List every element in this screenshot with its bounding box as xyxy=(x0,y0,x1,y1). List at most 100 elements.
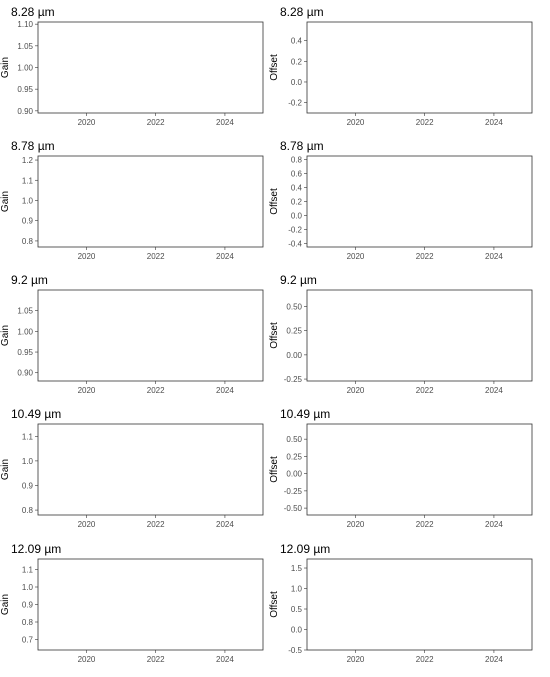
y-tick-label: 0.00 xyxy=(286,470,302,479)
x-tick-label: 2024 xyxy=(216,520,234,529)
y-tick-label: 0.9 xyxy=(22,217,34,226)
x-tick-label: 2022 xyxy=(416,386,434,395)
y-tick-label: 0.4 xyxy=(291,184,303,193)
y-tick-label: 1.05 xyxy=(17,307,33,316)
x-tick-label: 2024 xyxy=(216,118,234,127)
y-axis-label: Offset xyxy=(269,591,280,618)
x-tick-label: 2022 xyxy=(416,520,434,529)
panel-8: -0.50 -0.25 0.00 0.25 0.50 2020 2022 2024 10.49 … xyxy=(269,407,533,529)
y-tick-label: 1.5 xyxy=(291,564,303,573)
y-tick-label: 1.1 xyxy=(22,176,34,185)
x-tick-label: 2020 xyxy=(347,118,365,127)
y-axis-label: Gain xyxy=(0,459,11,480)
panel-2: -0.2 0.0 0.2 0.4 2020 2022 2024 8.28 µm Offset xyxy=(269,5,533,127)
y-tick-label: 0.90 xyxy=(17,369,33,378)
panel-4: -0.4 -0.2 0.0 0.2 0.4 0.6 0.8 2020 2022 2024 8.78 … xyxy=(269,139,533,261)
x-tick-label: 2022 xyxy=(147,655,165,664)
panel-title: 8.28 µm xyxy=(280,5,324,19)
y-tick-label: -0.25 xyxy=(284,375,303,384)
x-tick-label: 2022 xyxy=(416,655,434,664)
panel-border xyxy=(306,289,533,382)
y-tick-label: 1.0 xyxy=(291,585,303,594)
x-tick-label: 2020 xyxy=(78,118,96,127)
y-tick-label: 0.95 xyxy=(17,85,33,94)
y-tick-label: 0.8 xyxy=(22,237,34,246)
y-tick-label: 0.5 xyxy=(291,605,303,614)
y-axis-label: Offset xyxy=(269,456,280,483)
panel-title: 8.78 µm xyxy=(11,139,55,153)
x-tick-label: 2024 xyxy=(485,118,503,127)
x-tick-label: 2024 xyxy=(485,386,503,395)
panel-title: 12.09 µm xyxy=(280,542,330,556)
panel-border xyxy=(37,289,264,382)
x-tick-label: 2024 xyxy=(485,655,503,664)
panel-6: -0.25 0.00 0.25 0.50 2020 2022 2024 9.2 µm Offse… xyxy=(269,273,533,395)
panel-10: -0.5 0.0 0.5 1.0 1.5 2020 2022 2024 12.09 µm Offs… xyxy=(269,542,533,664)
panel-title: 9.2 µm xyxy=(11,273,48,287)
y-tick-label: 0.50 xyxy=(286,302,302,311)
x-tick-label: 2020 xyxy=(78,520,96,529)
x-tick-label: 2022 xyxy=(147,252,165,261)
x-tick-label: 2020 xyxy=(347,655,365,664)
panel-9: 0.7 0.8 0.9 1.0 1.1 2020 2022 2024 12.09 µm Gain xyxy=(0,542,264,664)
y-tick-label: 0.8 xyxy=(22,618,34,627)
y-axis-label: Offset xyxy=(269,322,280,349)
y-tick-label: 0.2 xyxy=(291,57,303,66)
x-tick-label: 2024 xyxy=(485,520,503,529)
x-tick-label: 2020 xyxy=(347,386,365,395)
x-tick-label: 2020 xyxy=(347,520,365,529)
y-tick-label: 1.2 xyxy=(22,156,34,165)
y-tick-label: 0.8 xyxy=(291,156,303,165)
y-tick-label: 0.0 xyxy=(291,212,303,221)
x-tick-label: 2024 xyxy=(485,252,503,261)
y-axis-label: Gain xyxy=(0,325,11,346)
x-tick-label: 2022 xyxy=(147,520,165,529)
y-axis-label: Offset xyxy=(269,54,280,81)
y-tick-label: 1.10 xyxy=(17,20,33,29)
y-tick-label: 0.00 xyxy=(286,351,302,360)
panel-border xyxy=(37,558,264,651)
y-tick-label: 1.0 xyxy=(22,583,34,592)
y-tick-label: 0.9 xyxy=(22,481,34,490)
y-tick-label: -0.5 xyxy=(288,646,302,655)
panel-border xyxy=(37,423,264,516)
panel-title: 10.49 µm xyxy=(11,407,61,421)
y-tick-label: 0.95 xyxy=(17,348,33,357)
x-tick-label: 2024 xyxy=(216,386,234,395)
y-axis-label: Gain xyxy=(0,594,11,615)
y-tick-label: 0.25 xyxy=(286,327,302,336)
panel-border xyxy=(306,155,533,248)
y-tick-label: -0.50 xyxy=(284,504,303,513)
y-tick-label: 0.9 xyxy=(22,601,34,610)
y-tick-label: 0.8 xyxy=(22,506,34,515)
y-tick-label: 0.0 xyxy=(291,78,303,87)
panel-title: 9.2 µm xyxy=(280,273,317,287)
y-tick-label: 1.0 xyxy=(22,196,34,205)
x-tick-label: 2022 xyxy=(416,118,434,127)
y-tick-label: 0.6 xyxy=(291,170,303,179)
panel-border xyxy=(306,558,533,651)
y-tick-label: 0.2 xyxy=(291,198,303,207)
panel-border xyxy=(37,155,264,248)
panel-border xyxy=(37,21,264,114)
x-tick-label: 2022 xyxy=(416,252,434,261)
y-tick-label: 1.0 xyxy=(22,457,34,466)
y-tick-label: 1.00 xyxy=(17,327,33,336)
x-tick-label: 2024 xyxy=(216,655,234,664)
y-axis-label: Gain xyxy=(0,191,11,212)
panel-title: 12.09 µm xyxy=(11,542,61,556)
y-tick-label: 0.50 xyxy=(286,435,302,444)
y-tick-label: -0.2 xyxy=(288,226,302,235)
panel-7: 0.8 0.9 1.0 1.1 2020 2022 2024 10.49 µm Gain xyxy=(0,407,264,529)
x-tick-label: 2022 xyxy=(147,386,165,395)
y-tick-label: 1.1 xyxy=(22,432,34,441)
y-tick-label: 0.0 xyxy=(291,626,303,635)
y-tick-label: 1.1 xyxy=(22,566,34,575)
panel-5: 0.90 0.95 1.00 1.05 2020 2022 2024 9.2 µm Gain xyxy=(0,273,264,395)
y-tick-label: 0.4 xyxy=(291,37,303,46)
y-tick-label: -0.25 xyxy=(284,487,303,496)
panel-3: 0.8 0.9 1.0 1.1 1.2 2020 2022 2024 8.78 µm Gain xyxy=(0,139,264,261)
y-tick-label: 1.00 xyxy=(17,64,33,73)
x-tick-label: 2020 xyxy=(78,252,96,261)
